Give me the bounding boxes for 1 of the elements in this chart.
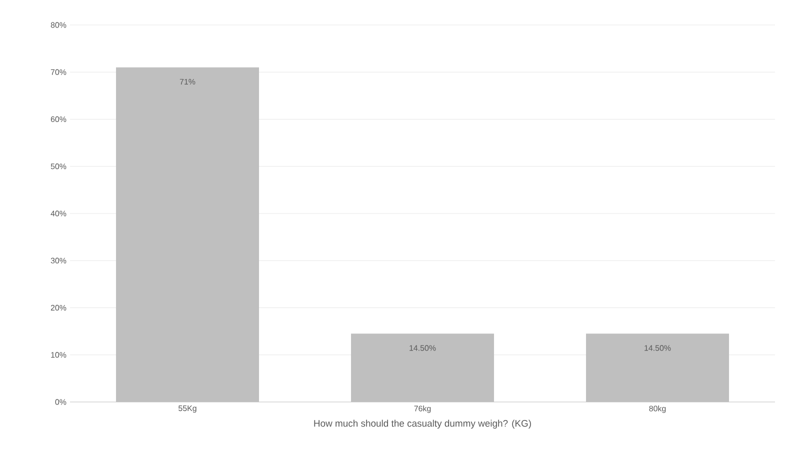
x-axis-title: How much should the casualty dummy weigh? (KG)	[314, 420, 531, 429]
